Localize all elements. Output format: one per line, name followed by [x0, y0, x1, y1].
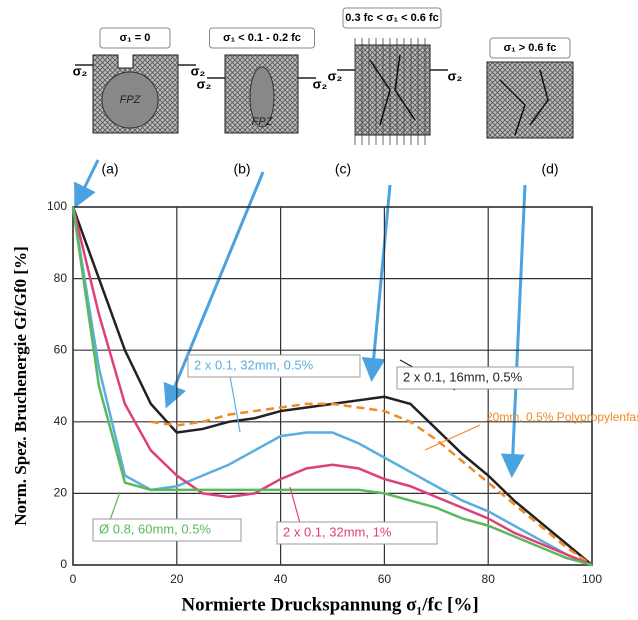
callout-line [110, 492, 120, 520]
y-tick-label: 60 [54, 342, 68, 356]
y-tick-label: 100 [47, 199, 67, 213]
series-label: 20mm, 0.5% Polypropylenfasern [486, 410, 638, 424]
stage-condition: σ₁ > 0.6 fc [504, 42, 557, 54]
x-tick-label: 40 [274, 572, 288, 586]
x-axis-label: Normierte Druckspannung σ₁/fc [%] [181, 594, 478, 615]
series-label: Ø 0.8, 60mm, 0.5% [99, 521, 211, 536]
stress-label: σ₂ [448, 68, 463, 83]
stress-label: σ₂ [328, 68, 343, 83]
y-tick-label: 20 [54, 486, 68, 500]
stress-label: σ₂ [73, 63, 88, 78]
stage-condition: σ₁ = 0 [120, 32, 151, 44]
x-tick-label: 80 [482, 572, 496, 586]
series-label: 2 x 0.1, 32mm, 1% [283, 524, 392, 539]
stress-label: σ₂ [197, 76, 212, 91]
x-tick-label: 0 [70, 572, 77, 586]
x-tick-label: 100 [582, 572, 602, 586]
y-tick-label: 80 [54, 271, 68, 285]
callout-line [290, 487, 300, 523]
zone-label: FPZ [252, 116, 274, 128]
y-tick-label: 0 [60, 557, 67, 571]
zone-label: FPZ [120, 94, 142, 106]
stress-label: σ₂ [313, 76, 328, 91]
stage-condition: σ₁ < 0.1 - 0.2 fc [223, 32, 301, 44]
stage-condition: 0.3 fc < σ₁ < 0.6 fc [345, 12, 438, 24]
series-label: 2 x 0.1, 16mm, 0.5% [403, 369, 523, 384]
x-tick-label: 20 [170, 572, 184, 586]
stage-label: (c) [335, 161, 351, 177]
stage-label: (a) [101, 161, 118, 177]
y-tick-label: 40 [54, 414, 68, 428]
stage-label: (d) [541, 161, 558, 177]
chart: Norm. Spez. Bruchenergie Gf/Gf0 [%] Norm… [0, 0, 638, 620]
callout-line [230, 376, 240, 432]
series-label: 2 x 0.1, 32mm, 0.5% [194, 357, 314, 372]
x-tick-label: 60 [378, 572, 392, 586]
stage-label: (b) [233, 161, 250, 177]
y-axis-label: Norm. Spez. Bruchenergie Gf/Gf0 [%] [11, 246, 30, 526]
